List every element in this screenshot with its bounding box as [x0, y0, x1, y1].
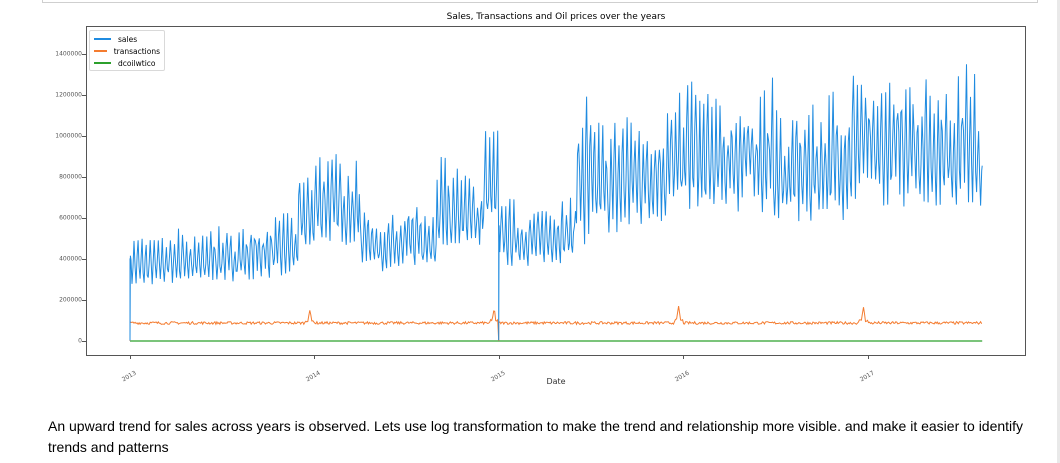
y-tick-mark: [82, 54, 86, 55]
chart-legend: sales transactions dcoilwtico: [89, 30, 165, 71]
y-tick-mark: [82, 259, 86, 260]
y-tick-label: 1200000: [55, 91, 82, 99]
x-tick-mark: [130, 356, 131, 359]
y-tick-label: 1400000: [55, 50, 82, 58]
legend-item-transactions: transactions: [94, 45, 160, 57]
transactions-line: [129, 306, 983, 342]
y-tick-mark: [82, 341, 86, 342]
y-tick-mark: [82, 136, 86, 137]
y-tick-label: 200000: [59, 296, 82, 304]
sales-line: [129, 64, 983, 341]
x-tick-mark: [314, 356, 316, 359]
y-tick-label: 800000: [59, 173, 82, 181]
legend-swatch-oil: [94, 62, 111, 64]
legend-label-oil: dcoilwtico: [118, 58, 156, 68]
legend-item-oil: dcoilwtico: [94, 57, 160, 69]
y-tick-label: 0: [78, 337, 82, 345]
y-tick-mark: [82, 95, 86, 96]
x-tick-mark: [868, 356, 869, 359]
chart-title: Sales, Transactions and Oil prices over …: [446, 12, 666, 22]
y-tick-label: 400000: [59, 255, 82, 263]
x-tick-mark: [683, 356, 685, 359]
previous-output-cell: [42, 0, 1038, 3]
y-tick-mark: [82, 218, 86, 219]
markdown-cell-text: An upward trend for sales across years i…: [48, 418, 1024, 455]
plot-area: [86, 26, 1026, 356]
y-tick-label: 1000000: [55, 132, 82, 140]
legend-label-sales: sales: [118, 34, 138, 44]
x-tick-mark: [498, 356, 500, 359]
plot-lines: [129, 64, 983, 342]
y-tick-label: 600000: [59, 214, 82, 222]
legend-swatch-sales: [94, 38, 111, 40]
y-tick-mark: [82, 300, 86, 301]
legend-swatch-transactions: [94, 50, 107, 52]
page-scrollbar[interactable]: [1057, 0, 1060, 463]
chart-figure: Sales, Transactions and Oil prices over …: [55, 12, 1026, 386]
x-axis-label: Date: [546, 377, 566, 386]
legend-label-transactions: transactions: [113, 46, 160, 56]
y-tick-mark: [82, 177, 86, 178]
legend-item-sales: sales: [94, 33, 160, 45]
